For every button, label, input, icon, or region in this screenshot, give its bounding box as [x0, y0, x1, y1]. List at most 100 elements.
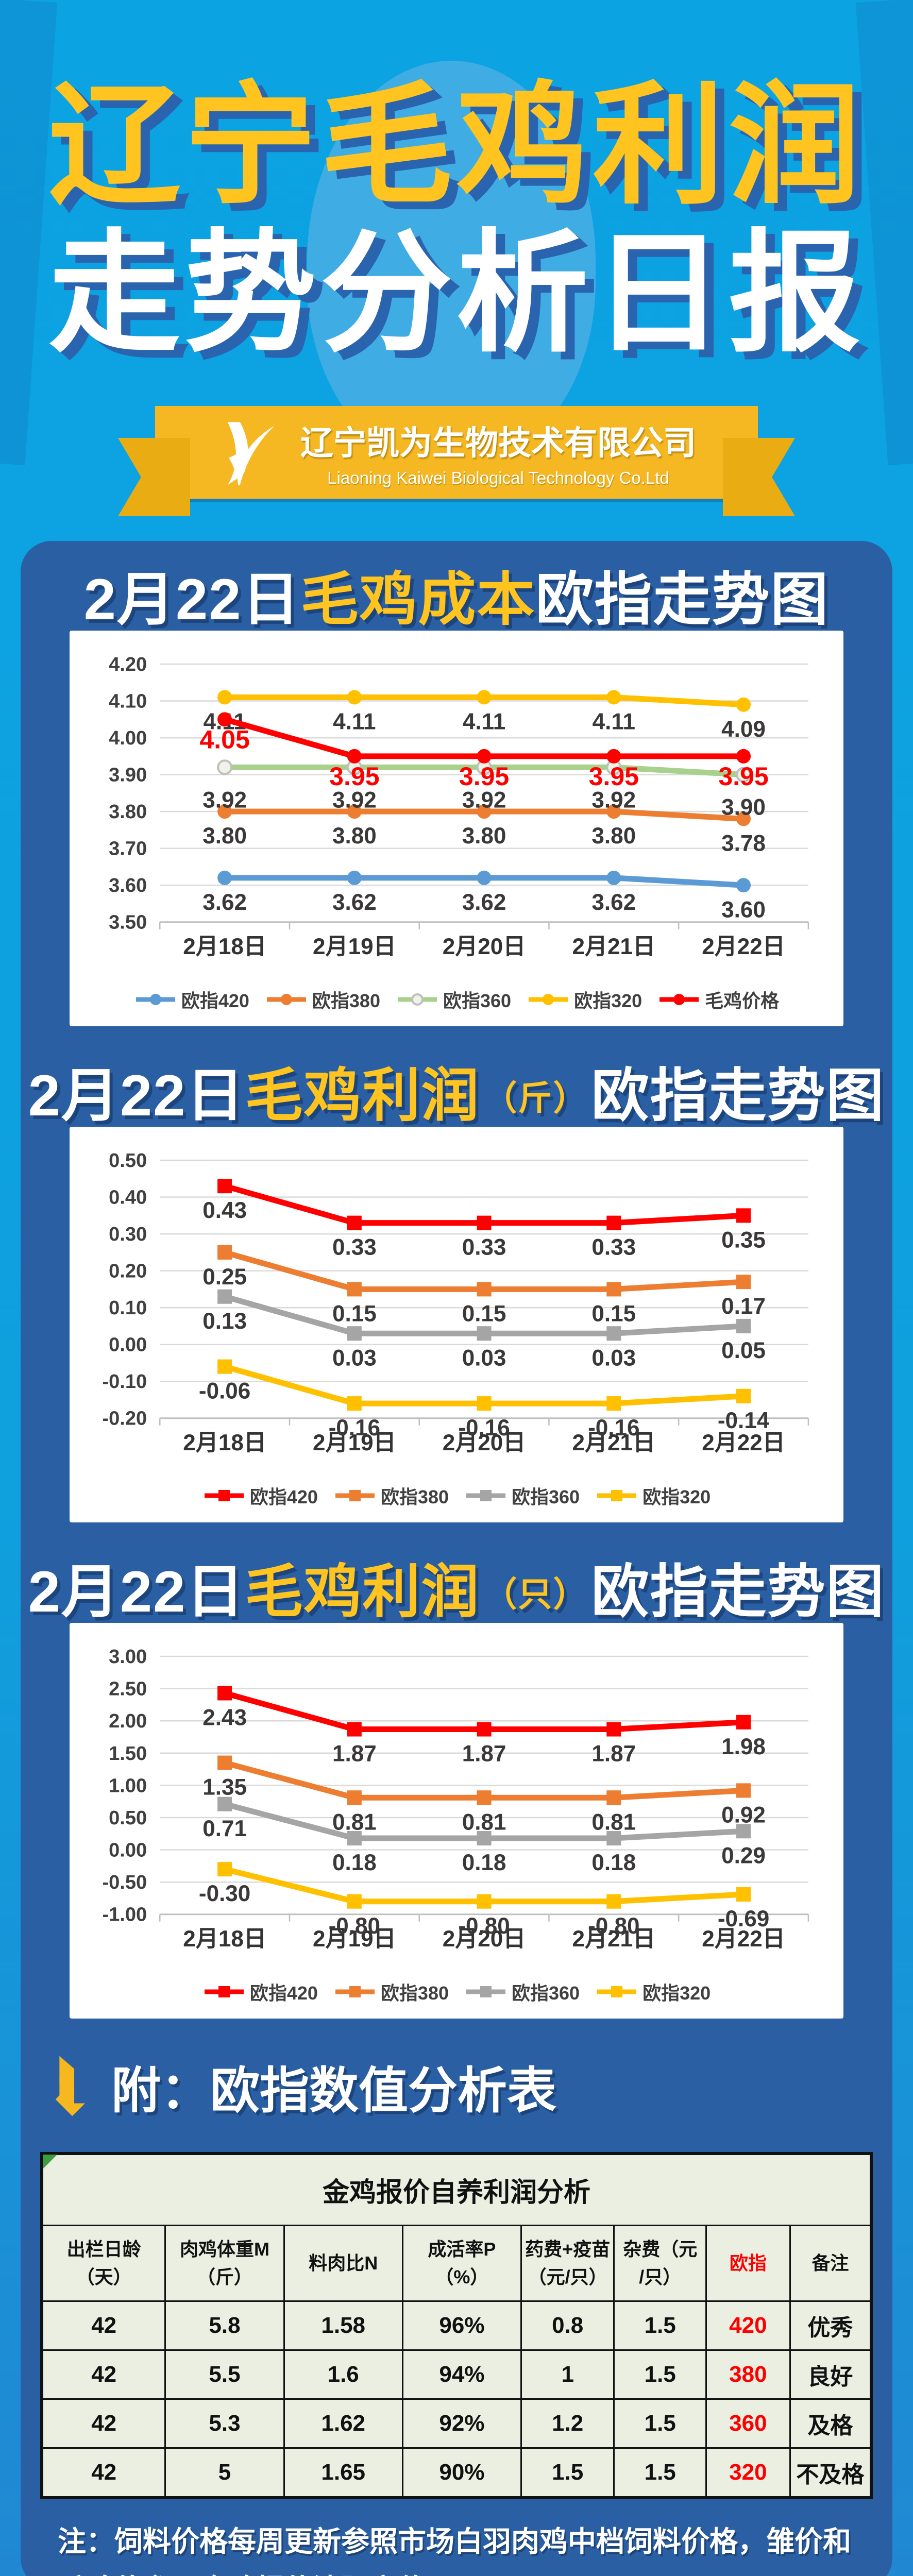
company-name-cn: 辽宁凯为生物技术有限公司 — [300, 425, 696, 462]
legend-label: 欧指360 — [512, 1982, 580, 2004]
svg-text:1.87: 1.87 — [332, 1741, 377, 1766]
svg-text:2月21日: 2月21日 — [572, 1926, 656, 1952]
legend-label: 欧指320 — [643, 1982, 711, 2004]
table-cell: 94% — [401, 2349, 522, 2400]
table-header-cell: 料肉比N — [283, 2224, 403, 2302]
svg-text:3.95: 3.95 — [459, 762, 509, 791]
svg-text:2月20日: 2月20日 — [443, 1926, 526, 1952]
table-cell: 5.5 — [164, 2349, 285, 2400]
table-header-cell: 欧指 — [705, 2224, 791, 2302]
svg-text:3.60: 3.60 — [721, 897, 766, 922]
table-cell: 42 — [41, 2447, 166, 2499]
legend-item: 欧指420 — [202, 1978, 318, 2005]
svg-text:2月19日: 2月19日 — [313, 1430, 396, 1455]
svg-text:0.35: 0.35 — [721, 1227, 766, 1252]
svg-text:3.80: 3.80 — [591, 823, 636, 849]
legend-label: 欧指320 — [574, 990, 643, 1011]
svg-text:1.00: 1.00 — [109, 1775, 147, 1797]
legend-marker-icon — [397, 993, 437, 1006]
svg-text:0.15: 0.15 — [462, 1301, 506, 1326]
legend-marker-icon — [597, 1489, 637, 1501]
svg-text:0.50: 0.50 — [109, 1150, 147, 1172]
table-cell: 1.5 — [520, 2447, 615, 2499]
table-cell: 优秀 — [789, 2300, 872, 2351]
table-cell: 42 — [41, 2300, 166, 2351]
legend-marker-icon — [204, 1489, 244, 1501]
poster-title: 辽宁毛鸡利润 走势分析日报 — [0, 72, 913, 367]
svg-text:-0.30: -0.30 — [199, 1881, 250, 1906]
legend-label: 欧指420 — [249, 1486, 318, 1507]
legend-marker-icon — [529, 993, 568, 1005]
svg-text:0.18: 0.18 — [332, 1850, 377, 1875]
svg-text:-0.80: -0.80 — [458, 1913, 510, 1939]
svg-text:3.95: 3.95 — [329, 762, 379, 791]
company-ribbon: 辽宁凯为生物技术有限公司 Liaoning Kaiwei Biological … — [118, 406, 795, 516]
table-cell: 1.5 — [613, 2349, 707, 2400]
svg-text:2月18日: 2月18日 — [183, 1430, 266, 1455]
svg-text:-0.20: -0.20 — [102, 1408, 147, 1430]
profit-table-wrap: 金鸡报价自养利润分析 出栏日龄 （天） 肉鸡体重M （斤） 料肉比N 成活率P （%）药… — [40, 2151, 873, 2499]
legend-item: 欧指320 — [595, 1482, 711, 1509]
svg-text:0.00: 0.00 — [109, 1334, 147, 1356]
chart3-card: 3.00 2.50 2.00 1.50 1.00 0.50 0.00 -0.50 -1.00 2月… — [70, 1622, 843, 2019]
svg-text:0.81: 0.81 — [591, 1809, 636, 1835]
svg-text:2月22日: 2月22日 — [702, 934, 785, 959]
svg-text:0.81: 0.81 — [332, 1809, 377, 1835]
svg-text:3.95: 3.95 — [589, 762, 639, 791]
svg-text:2月22日: 2月22日 — [702, 1926, 785, 1952]
svg-text:-0.69: -0.69 — [718, 1906, 769, 1931]
svg-text:4.05: 4.05 — [199, 725, 249, 754]
svg-text:-0.80: -0.80 — [588, 1913, 639, 1939]
svg-text:3.80: 3.80 — [332, 823, 377, 849]
table-header-cell: 备注 — [789, 2224, 872, 2302]
chart2-heading: 2月22日 毛鸡利润 （斤） 欧指走势图 — [21, 1055, 892, 1128]
svg-text:-0.14: -0.14 — [718, 1408, 770, 1433]
table-header-cell: 药费+疫苗 （元/只） — [520, 2224, 615, 2302]
svg-text:2.43: 2.43 — [202, 1705, 247, 1730]
table-cell: 0.8 — [520, 2300, 615, 2351]
chart-canvas: 0.50 0.40 0.30 0.20 0.10 0.00 -0.10 -0.20 2月18日 2… — [102, 1150, 809, 1455]
svg-text:-0.10: -0.10 — [102, 1371, 147, 1393]
background-dome-shape — [307, 61, 596, 463]
chart3-legend: 欧指420 欧指380 欧指360 欧指320 — [70, 1976, 843, 2014]
table-cell: 92% — [401, 2398, 522, 2449]
svg-text:2月19日: 2月19日 — [313, 1926, 396, 1952]
ribbon-tail-right — [723, 438, 795, 516]
svg-text:3.00: 3.00 — [109, 1646, 147, 1668]
table-cell: 420 — [705, 2300, 791, 2351]
legend-marker-icon — [466, 1986, 505, 1997]
svg-text:3.92: 3.92 — [332, 787, 377, 812]
legend-label: 欧指360 — [512, 1486, 580, 1507]
svg-text:-0.16: -0.16 — [458, 1415, 510, 1440]
svg-text:0.15: 0.15 — [332, 1301, 377, 1326]
chart3-heading-suffix: 欧指走势图 — [591, 1559, 885, 1624]
legend-marker-icon — [597, 1986, 637, 1997]
chart2-heading-date: 2月22日 — [28, 1063, 245, 1128]
svg-text:3.90: 3.90 — [109, 765, 147, 786]
table-cell: 5.8 — [164, 2300, 285, 2351]
table-cell: 1 — [520, 2349, 615, 2400]
svg-text:0.10: 0.10 — [109, 1297, 147, 1319]
legend-marker-icon — [136, 993, 175, 1005]
company-name-en: Liaoning Kaiwei Biological Technology Co… — [327, 468, 669, 487]
legend-marker-icon — [335, 1489, 375, 1501]
svg-text:1.87: 1.87 — [462, 1741, 506, 1766]
ribbon-tail-left — [118, 438, 190, 516]
svg-text:0.40: 0.40 — [109, 1187, 147, 1208]
svg-text:3.62: 3.62 — [202, 890, 247, 915]
legend-label: 欧指360 — [443, 990, 512, 1011]
svg-text:3.60: 3.60 — [109, 875, 147, 896]
table-cell: 5 — [164, 2447, 285, 2499]
report-panel: 2月22日 毛鸡成本 欧指走势图 4.20 4.10 4.00 3.90 3.80 3.7… — [21, 541, 892, 2576]
legend-item: 欧指420 — [202, 1482, 318, 1509]
chart2-heading-unit: （斤） — [483, 1078, 588, 1117]
svg-text:1.50: 1.50 — [109, 1743, 147, 1765]
svg-text:3.92: 3.92 — [462, 787, 506, 812]
table-row: 42 5.5 1.6 94% 1 1.5 380 良好 — [41, 2349, 872, 2400]
table-header-cell: 肉鸡体重M （斤） — [164, 2224, 285, 2302]
attachment-arrow-icon — [55, 2056, 86, 2116]
svg-text:4.20: 4.20 — [109, 654, 147, 675]
svg-text:-1.00: -1.00 — [102, 1904, 147, 1925]
svg-text:-0.06: -0.06 — [199, 1379, 250, 1404]
svg-text:2月18日: 2月18日 — [183, 1926, 266, 1952]
